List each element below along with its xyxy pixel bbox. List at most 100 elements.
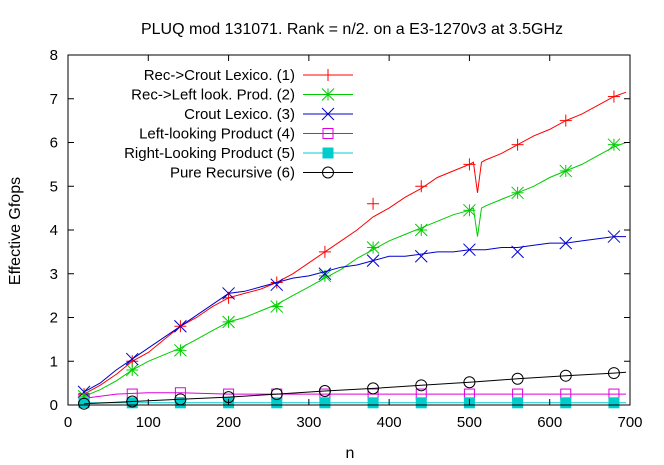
data-point bbox=[318, 267, 332, 281]
data-point bbox=[608, 397, 620, 409]
data-point bbox=[367, 197, 380, 210]
legend-marker bbox=[322, 69, 334, 81]
data-point bbox=[318, 269, 332, 283]
data-point bbox=[174, 319, 187, 333]
data-point bbox=[415, 180, 428, 193]
data-point bbox=[607, 367, 620, 380]
series-4 bbox=[78, 387, 626, 404]
data-point bbox=[318, 385, 331, 397]
data-point bbox=[511, 245, 524, 259]
series-5 bbox=[78, 397, 626, 409]
legend-label: Rec->Left look. Prod. (2) bbox=[131, 87, 295, 104]
y-axis: 0 1 2 3 4 5 6 7 8 bbox=[50, 47, 630, 414]
data-point bbox=[222, 287, 235, 300]
data-point bbox=[125, 363, 139, 377]
data-point bbox=[463, 376, 476, 389]
data-point bbox=[559, 236, 573, 250]
plot-series bbox=[77, 90, 627, 410]
legend-label: Left-looking Product (4) bbox=[139, 126, 295, 143]
y-tick-label: 5 bbox=[50, 178, 58, 195]
data-point bbox=[560, 397, 572, 409]
legend-marker bbox=[322, 166, 334, 179]
x-axis-label: n bbox=[346, 445, 355, 462]
legend-label: Crout Lexico. (3) bbox=[184, 106, 295, 123]
data-point bbox=[607, 138, 621, 152]
data-point bbox=[559, 369, 572, 382]
x-tick-label: 100 bbox=[136, 414, 161, 431]
data-point bbox=[512, 397, 524, 409]
data-point bbox=[607, 90, 620, 103]
legend-item: Pure Recursive (6) bbox=[170, 165, 353, 182]
plot-frame bbox=[67, 54, 631, 406]
y-tick-label: 2 bbox=[50, 310, 58, 327]
data-point bbox=[607, 230, 621, 243]
legend-item: Rec->Left look. Prod. (2) bbox=[131, 87, 353, 104]
series-2 bbox=[77, 138, 627, 403]
data-point bbox=[559, 164, 573, 178]
data-point bbox=[367, 397, 379, 409]
series-line bbox=[84, 392, 626, 399]
y-tick-label: 6 bbox=[50, 135, 58, 152]
data-point bbox=[174, 343, 187, 357]
data-point bbox=[270, 300, 284, 313]
legend-marker bbox=[322, 128, 334, 139]
legend-marker bbox=[321, 88, 335, 101]
legend-label: Pure Recursive (6) bbox=[170, 165, 295, 182]
y-tick-label: 4 bbox=[50, 222, 58, 239]
data-point bbox=[125, 352, 139, 366]
data-point bbox=[174, 397, 186, 409]
x-tick-label: 500 bbox=[457, 414, 482, 431]
legend-item: Right-Looking Product (5) bbox=[124, 145, 353, 162]
data-point bbox=[271, 397, 283, 409]
data-point bbox=[414, 249, 428, 263]
data-point bbox=[366, 254, 380, 267]
data-point bbox=[270, 388, 283, 401]
data-point bbox=[319, 397, 331, 409]
series-3 bbox=[77, 230, 626, 399]
series-line bbox=[83, 236, 626, 393]
data-point bbox=[367, 382, 380, 395]
data-point bbox=[415, 379, 428, 392]
data-point bbox=[511, 186, 524, 200]
data-point bbox=[511, 138, 524, 151]
legend-marker bbox=[321, 107, 335, 121]
legend-marker bbox=[322, 147, 334, 159]
legend: Rec->Crout Lexico. (1) Rec->Left look. Pr… bbox=[124, 67, 353, 182]
x-tick-label: 0 bbox=[64, 414, 72, 431]
x-axis: 0 100 200 300 400 500 600 700 bbox=[64, 55, 643, 431]
legend-label: Rec->Crout Lexico. (1) bbox=[144, 67, 295, 84]
y-tick-label: 0 bbox=[50, 397, 58, 414]
legend-label: Right-Looking Product (5) bbox=[124, 145, 295, 162]
data-point bbox=[415, 397, 427, 409]
data-point bbox=[414, 223, 428, 237]
data-point bbox=[78, 397, 91, 410]
y-axis-label: Effective Gfops bbox=[7, 177, 24, 285]
x-tick-label: 600 bbox=[537, 414, 562, 431]
y-tick-label: 7 bbox=[50, 91, 58, 108]
series-line bbox=[84, 371, 627, 405]
data-point bbox=[559, 114, 572, 127]
data-point bbox=[366, 241, 380, 254]
data-point bbox=[463, 203, 476, 217]
data-point bbox=[463, 158, 476, 171]
x-tick-label: 400 bbox=[377, 414, 402, 431]
chart-title: PLUQ mod 131071. Rank = n/2. on a E3-127… bbox=[141, 21, 563, 38]
data-point bbox=[318, 245, 331, 258]
x-tick-label: 200 bbox=[216, 414, 241, 431]
data-point bbox=[270, 278, 284, 292]
y-tick-label: 3 bbox=[50, 266, 58, 283]
series-line bbox=[83, 142, 627, 397]
data-point bbox=[511, 372, 524, 385]
data-point bbox=[126, 395, 139, 408]
x-tick-label: 700 bbox=[617, 414, 642, 431]
data-point bbox=[77, 385, 91, 399]
series-6 bbox=[78, 367, 627, 410]
data-point bbox=[463, 243, 476, 257]
legend-item: Rec->Crout Lexico. (1) bbox=[144, 67, 353, 84]
y-tick-label: 8 bbox=[50, 47, 58, 64]
x-tick-label: 300 bbox=[296, 414, 321, 431]
legend-item: Crout Lexico. (3) bbox=[184, 106, 353, 123]
legend-item: Left-looking Product (4) bbox=[139, 126, 353, 143]
data-point bbox=[222, 315, 235, 329]
